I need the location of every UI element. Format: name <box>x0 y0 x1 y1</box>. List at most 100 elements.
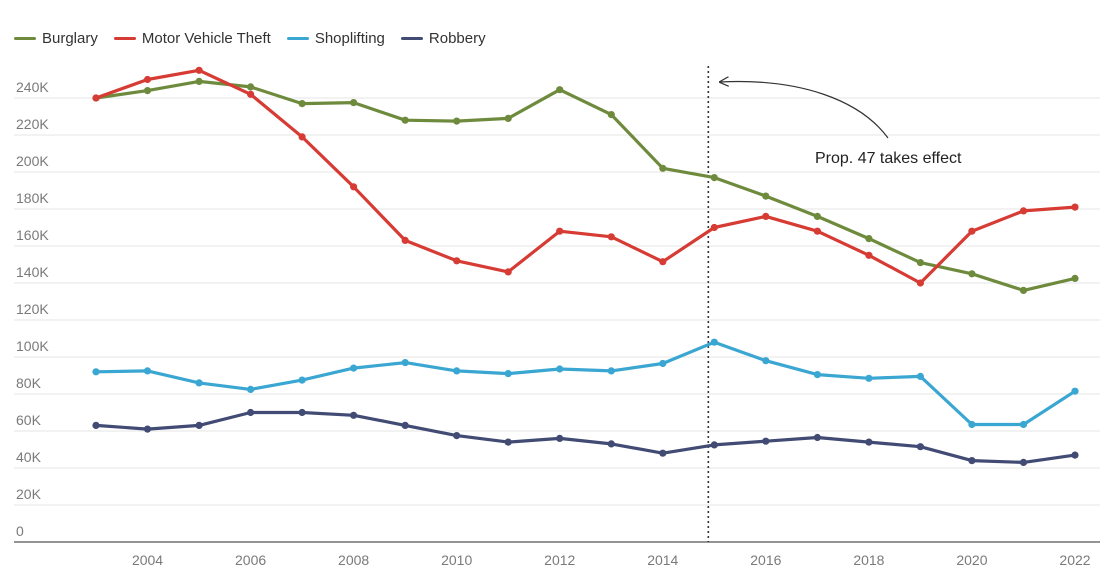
data-point-robbery <box>916 443 925 451</box>
y-tick-label: 0 <box>16 523 24 539</box>
data-point-shoplifting <box>659 359 667 368</box>
data-point-motor-vehicle-theft <box>298 133 306 141</box>
y-tick-label: 40K <box>16 449 42 465</box>
data-point-burglary <box>247 83 255 91</box>
y-tick-label: 100K <box>16 338 49 354</box>
data-point-motor-vehicle-theft <box>916 279 925 287</box>
data-point-shoplifting <box>916 372 925 380</box>
legend-label-burglary: Burglary <box>42 30 98 47</box>
y-tick-label: 20K <box>16 486 42 502</box>
x-axis: 2004 2006 2008 2010 2012 2014 2016 2018 2020 2022 <box>14 541 1100 568</box>
data-point-robbery <box>1071 451 1079 459</box>
legend-label-motor-vehicle-theft: Motor Vehicle Theft <box>141 30 271 47</box>
x-tick-label: 2004 <box>132 552 163 568</box>
data-point-burglary <box>968 270 976 278</box>
legend-label-shoplifting: Shoplifting <box>314 30 385 47</box>
data-point-shoplifting <box>607 367 615 375</box>
data-point-burglary <box>143 87 152 95</box>
data-point-shoplifting <box>556 365 564 373</box>
x-tick-label: 2022 <box>1059 552 1090 568</box>
data-point-burglary <box>298 100 306 108</box>
data-point-burglary <box>710 174 718 182</box>
data-point-shoplifting <box>143 367 152 375</box>
data-point-robbery <box>143 425 152 433</box>
data-point-shoplifting <box>813 371 822 379</box>
y-tick-label: 80K <box>16 375 42 391</box>
data-point-shoplifting <box>401 359 409 367</box>
legend: Burglary Motor Vehicle Theft Shoplifting… <box>14 30 486 47</box>
y-tick-label: 60K <box>16 412 42 428</box>
data-point-shoplifting <box>298 376 306 384</box>
data-point-burglary <box>865 235 873 243</box>
data-point-burglary <box>556 86 564 94</box>
data-point-motor-vehicle-theft <box>1019 207 1028 215</box>
data-point-burglary <box>350 99 358 107</box>
data-point-shoplifting <box>710 338 718 346</box>
data-point-burglary <box>916 259 925 267</box>
legend-item-motor-vehicle-theft: Motor Vehicle Theft <box>113 30 271 47</box>
data-point-shoplifting <box>1019 420 1028 429</box>
data-point-burglary <box>195 77 203 85</box>
data-point-burglary <box>1019 286 1028 294</box>
data-point-shoplifting <box>762 357 770 365</box>
data-point-shoplifting <box>1071 387 1079 395</box>
y-tick-label: 140K <box>16 264 49 280</box>
data-point-robbery <box>556 434 564 442</box>
y-tick-label: 180K <box>16 190 49 206</box>
data-point-burglary <box>1071 274 1079 282</box>
series-line-motor-vehicle-theft <box>94 68 1077 285</box>
data-point-motor-vehicle-theft <box>453 257 461 265</box>
x-tick-label: 2018 <box>853 552 884 568</box>
y-tick-label: 120K <box>16 301 49 317</box>
data-point-robbery <box>298 408 306 417</box>
legend-label-robbery: Robbery <box>428 30 486 47</box>
data-point-motor-vehicle-theft <box>1071 203 1079 211</box>
legend-item-burglary: Burglary <box>14 30 98 47</box>
y-tick-label: 240K <box>16 79 49 95</box>
y-tick-label: 200K <box>16 153 49 169</box>
data-point-burglary <box>453 117 461 125</box>
series-line-burglary <box>94 79 1077 292</box>
legend-swatch-motor-vehicle-theft <box>113 37 136 40</box>
data-point-robbery <box>92 421 100 429</box>
data-point-burglary <box>504 114 512 122</box>
data-point-motor-vehicle-theft <box>607 233 615 241</box>
legend-item-shoplifting: Shoplifting <box>286 30 385 47</box>
x-tick-label: 2010 <box>441 552 472 568</box>
series-line-robbery <box>94 410 1077 464</box>
x-tick-label: 2020 <box>956 552 987 568</box>
legend-swatch-shoplifting <box>286 37 309 40</box>
data-point-motor-vehicle-theft <box>350 183 358 191</box>
data-point-motor-vehicle-theft <box>504 268 512 276</box>
data-point-shoplifting <box>968 420 976 429</box>
x-tick-label: 2006 <box>235 552 266 568</box>
data-point-robbery <box>865 438 873 446</box>
grid <box>14 97 1100 506</box>
data-point-motor-vehicle-theft <box>813 227 822 235</box>
data-point-shoplifting <box>92 368 100 376</box>
data-point-burglary <box>762 192 770 200</box>
x-tick-label: 2012 <box>544 552 575 568</box>
data-point-motor-vehicle-theft <box>556 227 564 235</box>
data-point-robbery <box>401 421 409 429</box>
data-point-burglary <box>401 116 409 124</box>
legend-item-robbery: Robbery <box>400 30 486 47</box>
data-point-robbery <box>659 449 667 457</box>
data-point-robbery <box>247 408 255 417</box>
annotation-label: Prop. 47 takes effect <box>815 150 962 167</box>
data-point-robbery <box>453 432 461 440</box>
data-point-burglary <box>659 164 667 172</box>
data-point-robbery <box>1019 458 1028 466</box>
data-point-motor-vehicle-theft <box>143 75 152 84</box>
data-point-motor-vehicle-theft <box>92 94 100 102</box>
data-point-motor-vehicle-theft <box>865 251 873 259</box>
series-line-shoplifting <box>94 340 1077 427</box>
data-point-burglary <box>813 212 822 220</box>
data-point-motor-vehicle-theft <box>247 90 255 98</box>
data-point-robbery <box>968 457 976 465</box>
data-point-shoplifting <box>195 379 203 387</box>
data-point-motor-vehicle-theft <box>762 212 770 220</box>
data-point-shoplifting <box>504 370 512 378</box>
